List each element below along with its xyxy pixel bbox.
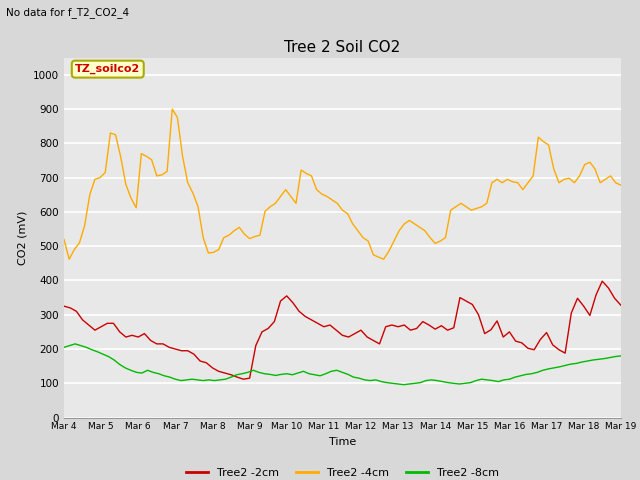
Line: Tree2 -8cm: Tree2 -8cm xyxy=(64,344,621,384)
Tree2 -8cm xyxy=(105,354,113,360)
Tree2 -8cm xyxy=(60,345,68,350)
Tree2 -8cm xyxy=(400,382,408,387)
Y-axis label: CO2 (mV): CO2 (mV) xyxy=(17,210,28,265)
Tree2 -4cm xyxy=(225,232,233,238)
Tree2 -4cm xyxy=(106,130,115,136)
Tree2 -8cm xyxy=(71,341,79,347)
Text: No data for f_T2_CO2_4: No data for f_T2_CO2_4 xyxy=(6,7,129,18)
Tree2 -2cm xyxy=(388,322,396,328)
Line: Tree2 -2cm: Tree2 -2cm xyxy=(64,281,621,379)
Tree2 -8cm xyxy=(322,371,330,377)
Tree2 -4cm xyxy=(369,252,377,258)
Tree2 -4cm xyxy=(436,238,444,244)
Tree2 -4cm xyxy=(65,256,73,262)
Legend: Tree2 -2cm, Tree2 -4cm, Tree2 -8cm: Tree2 -2cm, Tree2 -4cm, Tree2 -8cm xyxy=(182,463,503,480)
Tree2 -2cm xyxy=(202,360,210,366)
Text: TZ_soilco2: TZ_soilco2 xyxy=(75,64,140,74)
Tree2 -2cm xyxy=(60,303,68,309)
Tree2 -8cm xyxy=(489,378,497,384)
Tree2 -4cm xyxy=(256,232,264,238)
Tree2 -4cm xyxy=(617,182,625,188)
Tree2 -2cm xyxy=(598,278,606,284)
Tree2 -2cm xyxy=(611,295,618,301)
Tree2 -2cm xyxy=(128,333,136,338)
Tree2 -8cm xyxy=(205,377,212,383)
Tree2 -4cm xyxy=(60,237,68,242)
Tree2 -4cm xyxy=(168,106,176,112)
Tree2 -4cm xyxy=(374,254,382,260)
Tree2 -8cm xyxy=(405,381,413,387)
Tree2 -2cm xyxy=(190,351,198,357)
X-axis label: Time: Time xyxy=(329,437,356,447)
Tree2 -8cm xyxy=(461,381,468,386)
Tree2 -2cm xyxy=(536,336,544,342)
Tree2 -2cm xyxy=(239,376,247,382)
Tree2 -2cm xyxy=(617,302,625,308)
Line: Tree2 -4cm: Tree2 -4cm xyxy=(64,109,621,259)
Title: Tree 2 Soil CO2: Tree 2 Soil CO2 xyxy=(284,40,401,55)
Tree2 -8cm xyxy=(617,353,625,359)
